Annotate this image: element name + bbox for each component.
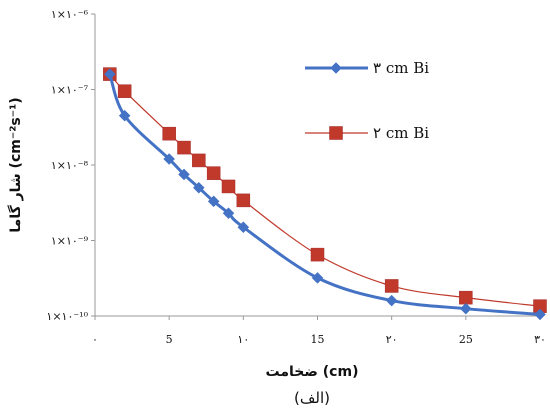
legend-label: ۲ cm Bi: [373, 124, 429, 142]
legend-item: ۳ cm Bi: [305, 59, 429, 77]
y-tick-label: ۱×۱۰⁻⁶: [51, 8, 89, 21]
x-axis-title: ضخامت (cm): [266, 364, 359, 380]
data-point: [385, 294, 398, 307]
y-axis-title: شار گاما (cm⁻²s⁻¹): [7, 97, 24, 232]
x-axis: ۰ 5 ۱۰ 15 ۲۰ 25 ۳۰: [92, 316, 546, 346]
series-line: [108, 73, 541, 316]
series-bi-2cm: [103, 67, 547, 313]
data-point: [459, 302, 472, 315]
data-point: [162, 126, 176, 141]
y-axis: ۱×۱۰⁻⁶ ۱×۱۰⁻⁷ ۱×۱۰⁻⁸ ۱×۱۰⁻⁹ ۱×۱۰⁻¹⁰: [46, 8, 95, 323]
y-tick-label: ۱×۱۰⁻⁹: [51, 235, 89, 248]
x-tick-label: ۱۰: [237, 333, 249, 346]
data-point: [178, 168, 190, 181]
data-point: [237, 221, 250, 234]
x-tick-label: ۰: [92, 333, 98, 346]
figure-sublabel: (الف): [294, 389, 330, 407]
x-tick-label: 5: [166, 333, 173, 346]
data-point: [221, 179, 236, 194]
data-point: [207, 195, 220, 208]
y-tick-label: ۱×۱۰⁻¹⁰: [46, 310, 88, 323]
data-point: [118, 109, 131, 122]
legend-marker: [329, 126, 343, 140]
data-point: [206, 166, 221, 180]
data-point: [311, 272, 324, 284]
series-line: [109, 73, 541, 307]
y-tick-label: ۱×۱۰⁻⁸: [51, 159, 89, 172]
x-tick-label: ۳۰: [534, 333, 546, 346]
data-point: [236, 193, 251, 208]
legend-label: ۳ cm Bi: [373, 59, 429, 77]
data-point: [163, 153, 176, 165]
x-tick-label: 25: [459, 333, 473, 346]
data-point: [310, 247, 325, 262]
data-point: [192, 181, 205, 194]
x-tick-label: ۲۰: [386, 333, 398, 346]
y-tick-label: ۱×۱۰⁻⁷: [51, 84, 89, 97]
x-tick-label: 15: [311, 333, 325, 346]
data-point: [177, 140, 191, 155]
legend-item: ۲ cm Bi: [305, 124, 429, 142]
data-point: [192, 153, 206, 168]
data-point: [117, 84, 132, 98]
data-point: [384, 279, 399, 293]
data-point: [222, 207, 235, 220]
data-point: [534, 308, 546, 321]
series-bi-3cm: [103, 68, 546, 321]
plot-area: [94, 14, 540, 317]
data-point: [103, 68, 116, 80]
series-layer: [103, 67, 547, 321]
legend-marker: [330, 62, 342, 74]
data-point: [459, 290, 473, 305]
legend: ۳ cm Bi ۲ cm Bi: [305, 59, 429, 142]
